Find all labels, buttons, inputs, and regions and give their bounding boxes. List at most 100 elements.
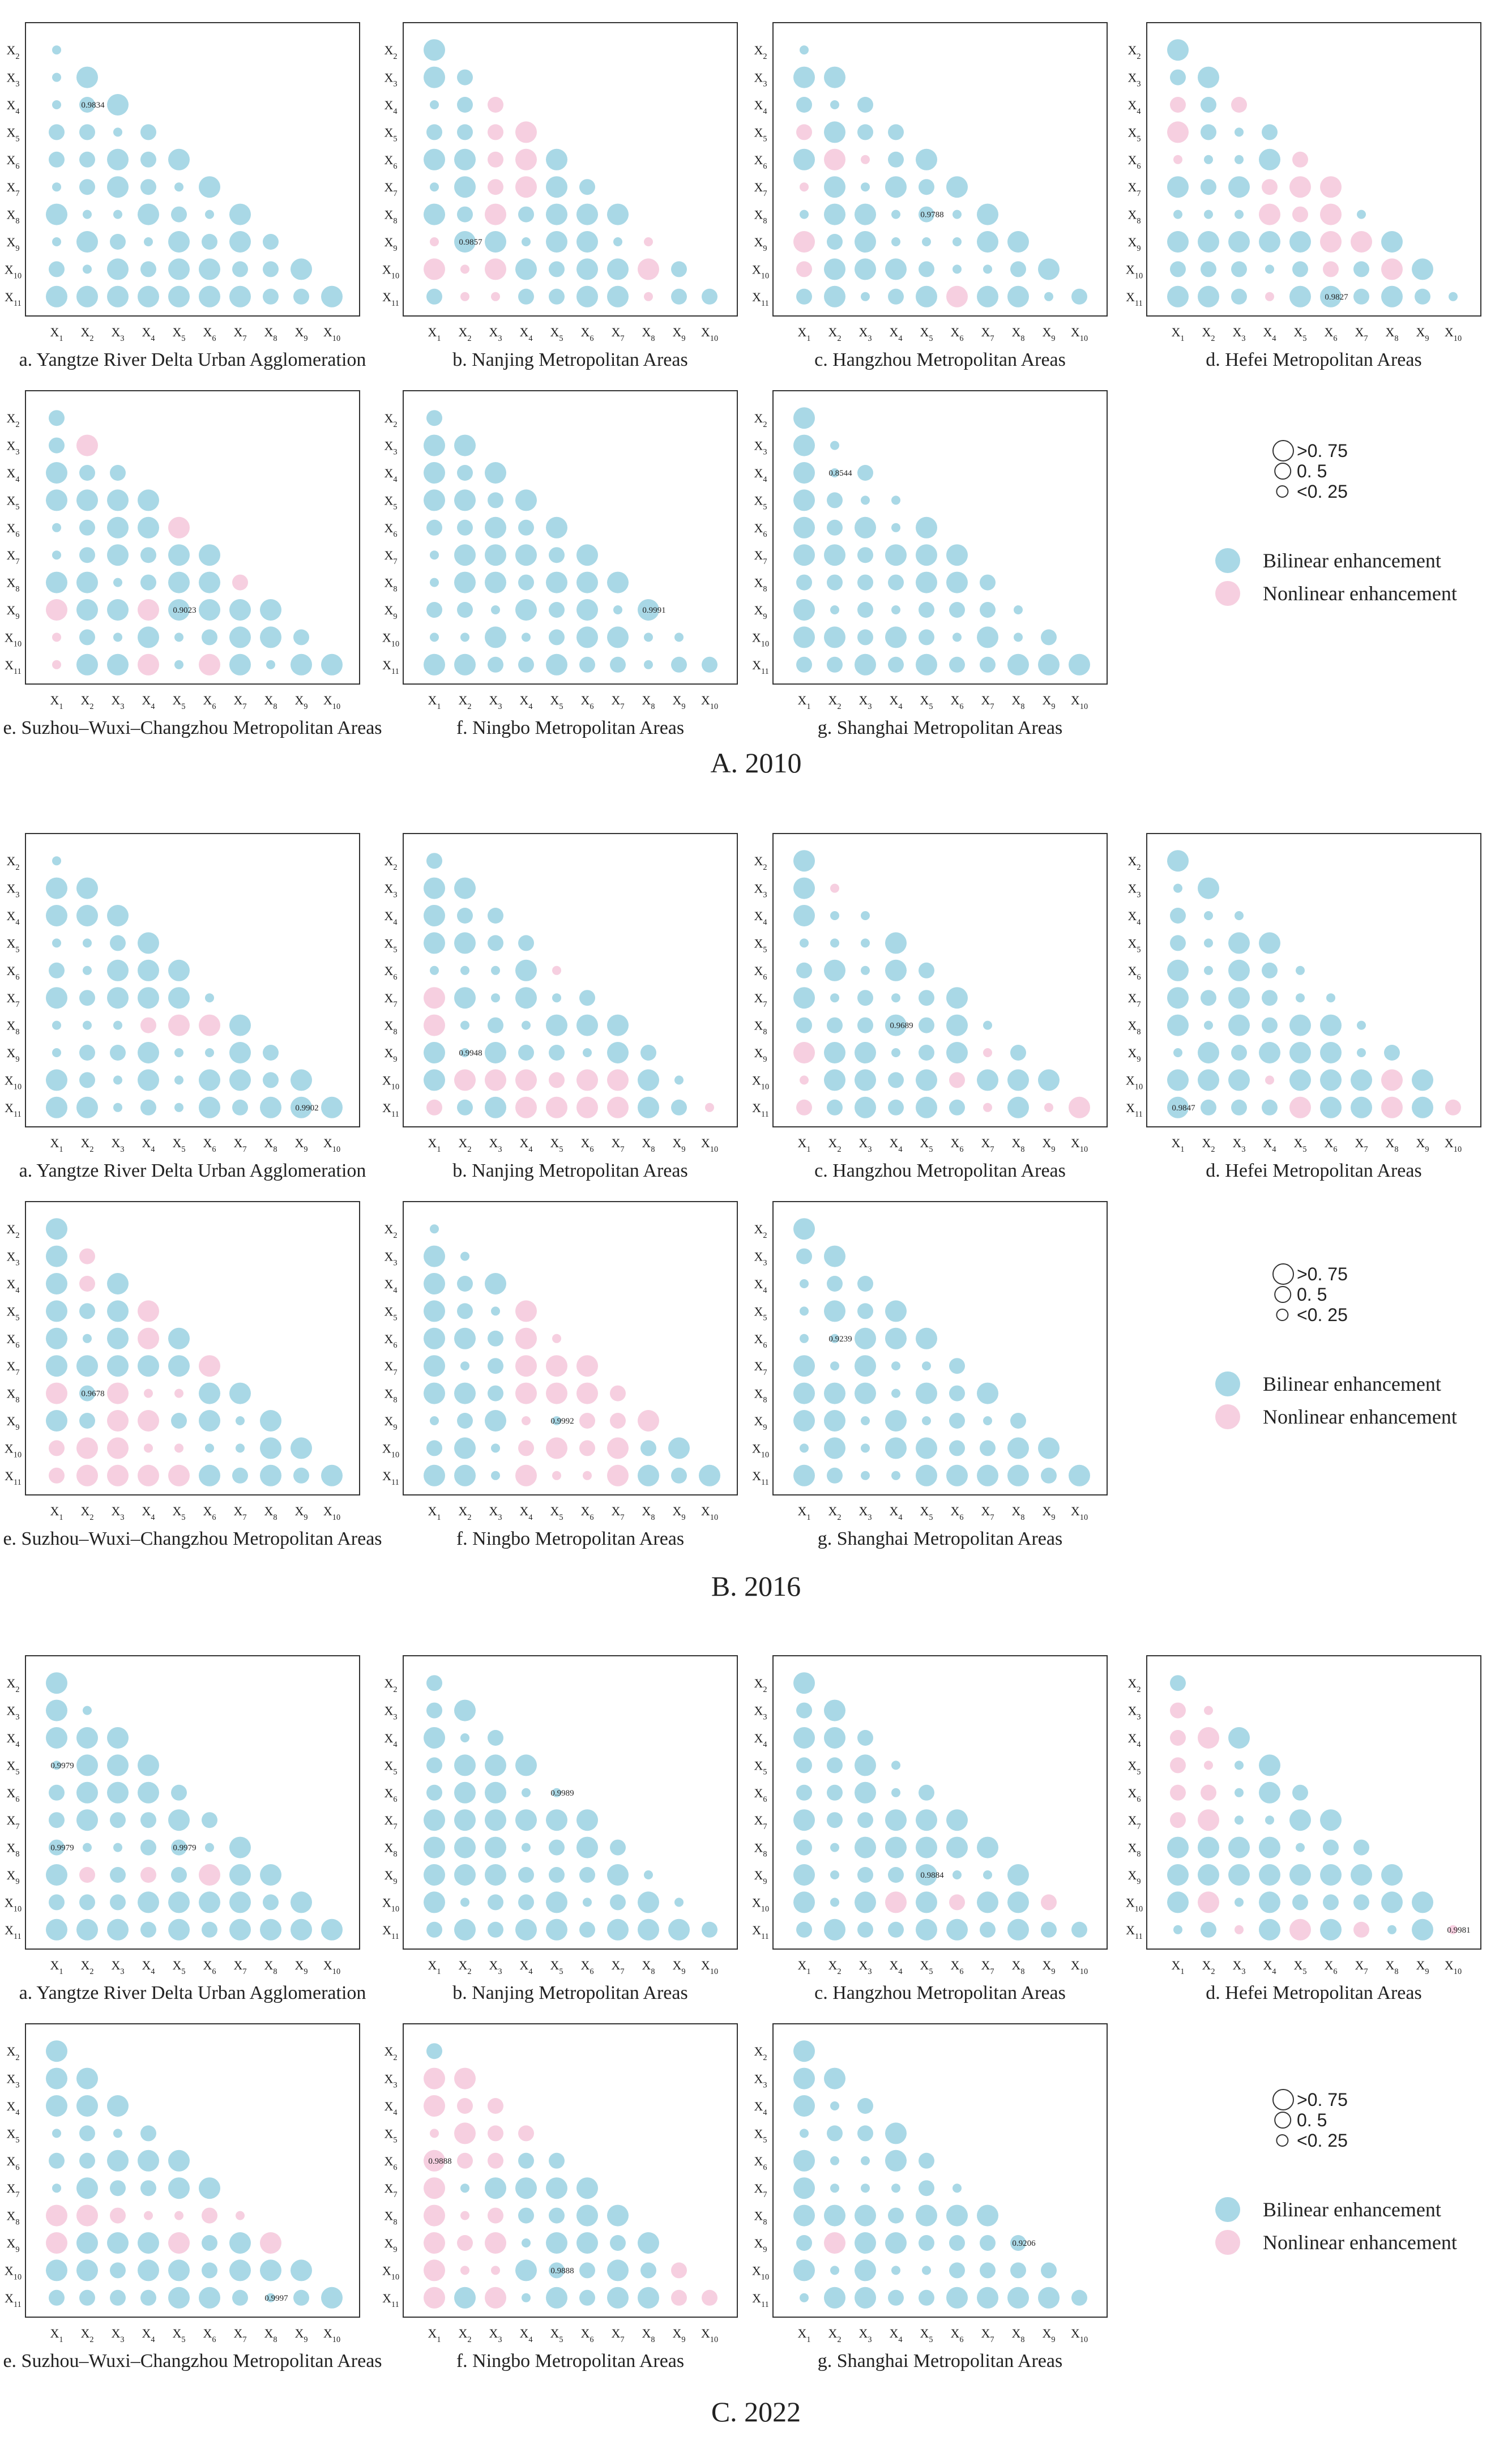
row-tick-X2: X2 — [754, 411, 767, 429]
bubble-X2-X1 — [430, 1224, 439, 1234]
bubble-X11-X3 — [1235, 1925, 1244, 1934]
bubble-X10-X4 — [1265, 264, 1274, 274]
col-tick-X10: X10 — [1445, 1958, 1462, 1976]
bubble-X10-X9 — [291, 1891, 312, 1913]
bubble-X11-X1 — [796, 656, 812, 673]
bubble-X5-X2 — [827, 2125, 843, 2142]
bubble-X5-X2 — [79, 1303, 95, 1319]
row-tick-X11: X11 — [5, 1923, 22, 1941]
bubble-X11-X5 — [168, 285, 190, 307]
bubble-X7-X6 — [199, 544, 220, 566]
col-tick-X7: X7 — [981, 1504, 994, 1522]
col-tick-X1: X1 — [1171, 1958, 1184, 1976]
row-tick-X5: X5 — [384, 125, 397, 143]
bubble-X9-X2 — [457, 1413, 473, 1429]
col-tick-X2: X2 — [80, 1958, 93, 1976]
panel-frame — [403, 1655, 738, 1950]
bubble-X11-X6 — [946, 285, 968, 307]
bubble-X7-X3 — [1228, 176, 1250, 198]
row-tick-X4: X4 — [1127, 1731, 1141, 1749]
bubble-X10-X3 — [485, 1069, 506, 1091]
bubble-X8-X3 — [1228, 1836, 1250, 1858]
bubble-X7-X1 — [1167, 176, 1189, 198]
size-legend-label: <0. 25 — [1297, 1305, 1348, 1325]
bubble-X9-X1 — [430, 237, 439, 246]
bubble-X4-X1 — [46, 2095, 67, 2117]
bubble-X11-X2 — [827, 656, 843, 673]
bubble-X5-X1 — [52, 1761, 61, 1770]
col-tick-X10: X10 — [323, 325, 340, 343]
bubble-X10-X7 — [607, 626, 629, 648]
bubble-X10-X2 — [79, 629, 95, 646]
bubble-X11-X5 — [546, 653, 567, 676]
bubble-X11-X5 — [916, 1464, 937, 1486]
bubble-X4-X1 — [796, 97, 812, 113]
bubble-X10-X6 — [1323, 261, 1339, 277]
row-tick-X2: X2 — [6, 854, 19, 872]
bubble-X4-X3 — [107, 905, 129, 926]
bubble-X10-X5 — [549, 2262, 565, 2279]
bubble-X10-X1 — [424, 2259, 445, 2281]
bubble-X4-X2 — [827, 1276, 843, 1292]
bubble-X6-X4 — [518, 2152, 534, 2169]
bubble-X10-X1 — [793, 2259, 815, 2281]
panel-caption: a. Yangtze River Delta Urban Agglomerati… — [19, 349, 366, 370]
panel-caption: d. Hefei Metropolitan Areas — [1206, 1160, 1422, 1181]
bubble-X10-X7 — [980, 2262, 996, 2279]
bubble-X9-X1 — [793, 1042, 815, 1063]
bubble-X11-X1 — [1173, 1925, 1182, 1934]
col-tick-X1: X1 — [50, 1136, 63, 1154]
row-tick-X11: X11 — [382, 1101, 399, 1119]
col-tick-X10: X10 — [323, 2326, 340, 2344]
col-tick-X2: X2 — [828, 1958, 841, 1976]
bubble-X9-X2 — [76, 599, 98, 621]
bubble-X11-X5 — [916, 653, 937, 676]
size-legend-circle — [1276, 485, 1289, 498]
bubble-X6-X4 — [138, 1781, 159, 1804]
bubble-X4-X2 — [1201, 97, 1216, 113]
bubble-X8-X1 — [46, 2204, 67, 2227]
bubble-X10-X7 — [980, 1440, 996, 1456]
bubble-X8-X6 — [576, 2204, 598, 2227]
bubble-X8-X7 — [977, 1382, 998, 1404]
row-tick-X6: X6 — [754, 153, 767, 171]
col-tick-X9: X9 — [1416, 1958, 1429, 1976]
bubble-X10-X2 — [824, 258, 845, 280]
bubble-X9-X2 — [824, 1410, 845, 1432]
bubble-X9-X8 — [260, 1864, 281, 1886]
bubble-X11-X6 — [946, 2287, 968, 2309]
bubble-X10-X7 — [229, 1891, 251, 1913]
bubble-X11-X10 — [321, 653, 343, 676]
bubble-X10-X4 — [888, 1072, 904, 1088]
bubble-X8-X5 — [168, 571, 190, 593]
bubble-X11-X8 — [1007, 1096, 1029, 1118]
bubble-X9-X4 — [522, 1416, 531, 1425]
bubble-X2-X1 — [52, 856, 61, 866]
row-tick-X8: X8 — [384, 208, 397, 226]
bubble-X8-X3 — [113, 578, 122, 587]
data-label: 0.9902 — [295, 1104, 318, 1113]
row-tick-X10: X10 — [752, 630, 769, 648]
bubble-X11-X10 — [321, 285, 343, 307]
row-tick-X11: X11 — [382, 1923, 399, 1941]
col-tick-X2: X2 — [828, 1504, 841, 1522]
bubble-X8-X1 — [46, 571, 67, 593]
row-tick-X5: X5 — [1127, 1758, 1141, 1776]
row-tick-X10: X10 — [5, 1073, 22, 1091]
panel-caption: g. Shanghai Metropolitan Areas — [817, 2351, 1063, 2371]
bubble-X6-X3 — [107, 1781, 129, 1804]
col-tick-X5: X5 — [920, 2326, 933, 2344]
bubble-X8-X3 — [485, 571, 506, 593]
col-tick-X3: X3 — [489, 1136, 502, 1154]
bubble-X6-X1 — [796, 962, 812, 978]
panel-caption: e. Suzhou–Wuxi–Changzhou Metropolitan Ar… — [3, 2351, 382, 2371]
size-legend-circle — [1274, 463, 1292, 480]
bubble-X2-X1 — [800, 45, 809, 55]
bubble-X11-X5 — [546, 2287, 567, 2309]
bubble-X6-X2 — [454, 148, 476, 170]
bubble-X5-X2 — [76, 1754, 98, 1776]
bubble-X11-X8 — [644, 660, 653, 669]
bubble-X11-X10 — [1069, 653, 1090, 676]
bubble-X2-X1 — [46, 1218, 67, 1240]
bubble-X9-X8 — [638, 2232, 659, 2254]
